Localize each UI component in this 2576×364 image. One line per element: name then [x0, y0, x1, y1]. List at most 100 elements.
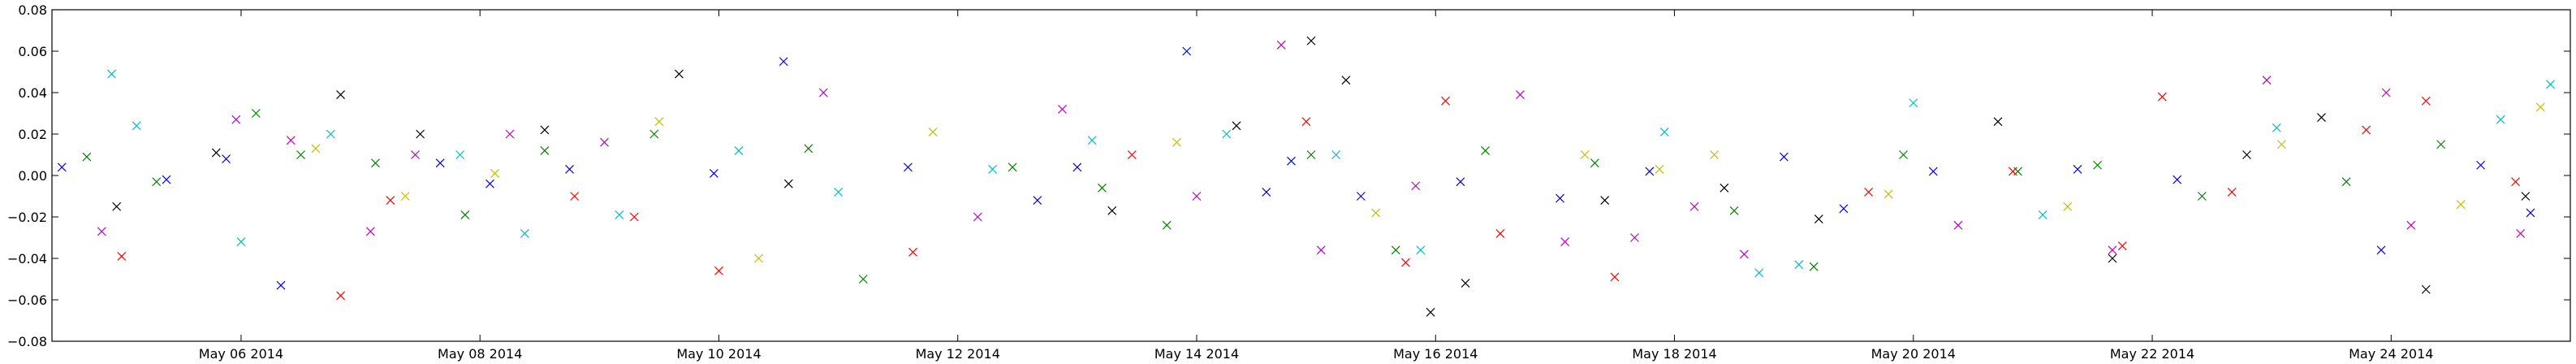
data-point — [2436, 140, 2446, 150]
data-point — [2117, 241, 2127, 251]
data-point — [490, 169, 500, 178]
y-tick-label: 0.00 — [18, 168, 47, 184]
data-point — [2173, 175, 2182, 184]
data-point — [2381, 88, 2391, 98]
data-point — [734, 145, 744, 155]
y-tick-label: 0.04 — [18, 85, 47, 101]
data-point — [1192, 192, 1202, 201]
data-point — [2108, 245, 2117, 255]
data-point — [779, 57, 788, 67]
data-point — [1316, 245, 1326, 255]
y-tick-label: 0.08 — [18, 2, 47, 18]
data-point — [112, 202, 122, 211]
data-point — [1401, 258, 1410, 267]
y-tick-label: −0.08 — [7, 334, 47, 349]
data-point — [2476, 160, 2486, 170]
data-point — [1287, 156, 1296, 166]
data-point — [132, 121, 141, 131]
data-point — [2272, 123, 2281, 132]
data-point — [1008, 162, 1017, 172]
data-point — [455, 150, 465, 159]
data-point — [2406, 220, 2416, 230]
data-point — [858, 275, 868, 284]
data-point — [714, 266, 723, 275]
data-point — [2093, 160, 2103, 170]
data-point — [565, 164, 574, 174]
data-point — [928, 128, 938, 136]
y-tick-label: 0.06 — [18, 44, 47, 59]
data-point — [371, 158, 380, 168]
y-tick-label: −0.04 — [7, 251, 47, 266]
data-point — [2277, 140, 2286, 150]
data-point — [1630, 233, 1639, 242]
y-tick-label: 0.02 — [18, 127, 47, 142]
data-point — [460, 210, 470, 219]
data-point — [1107, 206, 1117, 215]
data-point — [1087, 136, 1097, 145]
data-point — [2227, 187, 2237, 197]
data-point — [1560, 237, 1570, 247]
x-tick-label: May 18 2014 — [1632, 346, 1716, 362]
data-point — [1809, 262, 1819, 271]
data-point — [1516, 90, 1525, 99]
data-point — [2376, 245, 2386, 255]
data-point — [629, 212, 639, 222]
data-point — [1356, 192, 1366, 201]
data-point — [1610, 272, 1620, 282]
data-point — [600, 137, 609, 147]
data-point — [211, 148, 221, 158]
data-point — [1655, 164, 1664, 174]
data-point — [231, 115, 241, 124]
data-point — [1127, 150, 1137, 159]
data-point — [1072, 162, 1082, 172]
data-point — [649, 129, 659, 139]
data-point — [82, 152, 92, 162]
data-point — [411, 150, 420, 159]
data-point — [236, 237, 246, 247]
data-point — [1739, 249, 1749, 259]
x-tick-label: May 24 2014 — [2349, 346, 2433, 362]
data-point — [1729, 206, 1739, 215]
data-point — [1794, 260, 1804, 270]
x-tick-label: May 08 2014 — [438, 346, 522, 362]
data-point — [804, 144, 813, 154]
data-point — [1098, 183, 1107, 193]
data-point — [1993, 117, 2003, 127]
data-point — [162, 175, 171, 184]
data-point — [754, 254, 763, 263]
data-point — [1222, 129, 1232, 139]
data-point — [1645, 167, 1655, 176]
data-point — [1426, 307, 1435, 317]
x-tick-label: May 14 2014 — [1154, 346, 1239, 362]
data-point — [2521, 192, 2531, 201]
data-point — [1262, 187, 1271, 197]
data-point — [520, 228, 529, 238]
data-point — [654, 117, 664, 127]
data-point — [336, 90, 345, 99]
data-point — [2157, 92, 2167, 102]
data-point — [908, 247, 917, 257]
data-point — [1182, 46, 1192, 56]
x-tick-label: May 16 2014 — [1393, 346, 1478, 362]
data-point — [57, 162, 67, 172]
x-tick-label: May 10 2014 — [676, 346, 761, 362]
data-point — [2317, 113, 2326, 123]
data-point — [1391, 245, 1400, 255]
data-point — [1411, 181, 1421, 191]
data-point — [2038, 210, 2047, 219]
data-point — [117, 252, 127, 261]
data-point — [365, 227, 375, 236]
data-point — [1461, 279, 1470, 288]
data-point — [1953, 220, 1963, 230]
data-point — [435, 158, 445, 168]
data-point — [2341, 177, 2351, 187]
data-point — [2108, 254, 2117, 263]
data-point — [2546, 80, 2555, 89]
plot-background — [52, 10, 2570, 341]
data-point — [2063, 202, 2073, 211]
data-point — [1058, 104, 1067, 114]
data-point — [276, 280, 286, 290]
data-point — [1033, 196, 1042, 206]
data-point — [2362, 125, 2371, 135]
